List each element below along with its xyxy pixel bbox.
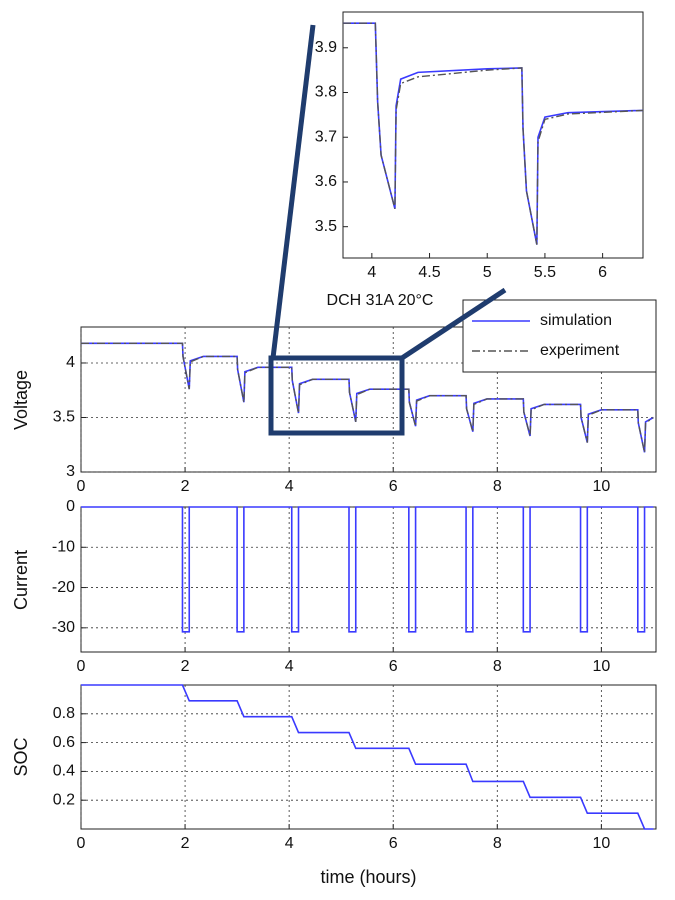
y-tick-label: 3.5 bbox=[53, 409, 75, 426]
x-tick-label: 4 bbox=[285, 478, 294, 495]
subplot: 0 2 4 6 8 10 0 -10 -20 -30 Current bbox=[11, 498, 657, 675]
x-tick-label: 4 bbox=[285, 658, 294, 675]
x-tick-label: 2 bbox=[181, 478, 190, 495]
y-tick-label: 3.8 bbox=[315, 84, 337, 101]
x-tick-label: 10 bbox=[592, 835, 610, 852]
data-line bbox=[343, 22, 644, 245]
x-tick-label: 0 bbox=[77, 478, 86, 495]
subplot: 4 4.5 5 5.5 6 3.5 3.6 3.7 3.8 3.9 bbox=[315, 11, 644, 281]
x-tick-label: 4 bbox=[285, 835, 294, 852]
y-axis-label: Voltage bbox=[11, 370, 31, 430]
data-line bbox=[81, 342, 654, 453]
plot-area bbox=[342, 11, 644, 259]
x-tick-label: 6 bbox=[389, 835, 398, 852]
data-line bbox=[81, 506, 654, 633]
x-tick-label: 8 bbox=[493, 478, 502, 495]
subplot: 0 2 4 6 8 10 3 3.5 4 Voltage DCH 31A 20°C bbox=[11, 292, 657, 495]
x-tick-label: 4.5 bbox=[418, 264, 440, 281]
y-tick-label: 0 bbox=[66, 498, 75, 515]
zoom-indicator bbox=[268, 24, 507, 436]
zoom-line bbox=[400, 287, 507, 361]
y-tick-label: 3.5 bbox=[315, 218, 337, 235]
x-axis-label: time (hours) bbox=[320, 867, 416, 887]
x-tick-label: 4 bbox=[367, 264, 376, 281]
x-tick-label: 0 bbox=[77, 835, 86, 852]
x-tick-label: 10 bbox=[592, 658, 610, 675]
y-axis-label: Current bbox=[11, 550, 31, 610]
x-tick-label: 0 bbox=[77, 658, 86, 675]
x-tick-label: 2 bbox=[181, 835, 190, 852]
y-tick-label: 0.8 bbox=[53, 705, 75, 722]
y-tick-label: 3 bbox=[66, 463, 75, 480]
y-tick-label: -30 bbox=[52, 619, 75, 636]
y-tick-label: -20 bbox=[52, 579, 75, 596]
legend-label: simulation bbox=[540, 312, 612, 329]
x-tick-label: 6 bbox=[598, 264, 607, 281]
y-tick-label: 3.9 bbox=[315, 39, 337, 56]
x-tick-label: 5 bbox=[483, 264, 492, 281]
x-tick-label: 2 bbox=[181, 658, 190, 675]
x-tick-label: 10 bbox=[592, 478, 610, 495]
legend: simulation experiment bbox=[462, 299, 657, 373]
zoom-box bbox=[268, 355, 405, 436]
plot-area bbox=[80, 684, 657, 830]
y-axis-label: SOC bbox=[11, 737, 31, 776]
data-line bbox=[81, 684, 654, 830]
legend-label: experiment bbox=[540, 342, 620, 359]
x-tick-label: 5.5 bbox=[534, 264, 556, 281]
plot-area bbox=[80, 506, 657, 653]
y-tick-label: 3.7 bbox=[315, 128, 337, 145]
legend-box bbox=[462, 299, 657, 373]
y-tick-label: 3.6 bbox=[315, 173, 337, 190]
x-tick-label: 8 bbox=[493, 835, 502, 852]
y-tick-label: 0.4 bbox=[53, 763, 75, 780]
x-tick-label: 6 bbox=[389, 658, 398, 675]
y-tick-label: -10 bbox=[52, 538, 75, 555]
x-tick-label: 8 bbox=[493, 658, 502, 675]
x-tick-label: 6 bbox=[389, 478, 398, 495]
zoom-line bbox=[270, 24, 316, 359]
chart-title: DCH 31A 20°C bbox=[327, 292, 434, 309]
y-tick-label: 4 bbox=[66, 354, 75, 371]
y-tick-label: 0.2 bbox=[53, 791, 75, 808]
subplot: 0 2 4 6 8 10 0.2 0.4 0.6 0.8 SOC time (hours) bbox=[11, 684, 657, 887]
y-tick-label: 0.6 bbox=[53, 734, 75, 751]
